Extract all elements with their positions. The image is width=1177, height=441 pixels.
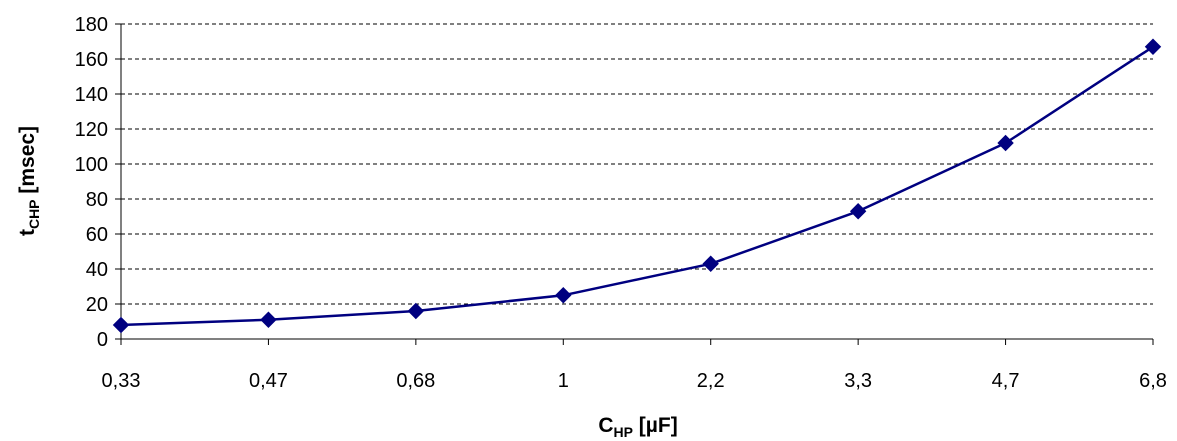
x-tick-label: 0,33 <box>102 370 141 392</box>
x-tick-label: 6,8 <box>1139 370 1167 392</box>
data-point-marker <box>997 134 1014 152</box>
x-tick-label: 1 <box>558 370 569 392</box>
data-point-marker <box>702 255 719 272</box>
data-point-marker <box>260 311 277 328</box>
y-axis-title: tCHP [msec] <box>16 126 42 236</box>
x-tick-label: 0,68 <box>396 370 435 392</box>
grid-lines <box>121 23 1153 305</box>
y-tick-label: 180 <box>75 14 108 36</box>
data-point-marker <box>555 287 572 304</box>
y-tick-label: 0 <box>97 329 108 351</box>
x-tick-label: 2,2 <box>697 370 725 392</box>
y-tick-labels: 0 20 40 60 80 100 120 140 160 180 <box>75 14 108 351</box>
x-tick-label: 3,3 <box>844 370 872 392</box>
y-axis-title-main: t <box>16 229 39 236</box>
y-tick-label: 60 <box>86 224 108 246</box>
x-axis-title-main: C <box>598 414 613 437</box>
series-line-layer <box>120 45 1154 327</box>
y-tick-label: 160 <box>75 49 108 71</box>
y-axis-title-sub: CHP <box>26 199 42 229</box>
y-tick-label: 100 <box>75 154 108 176</box>
x-axis-title: CHP [µF] <box>598 414 677 440</box>
y-tick-label: 20 <box>86 294 108 316</box>
series-line <box>120 45 1154 327</box>
y-tick-label: 40 <box>86 259 108 281</box>
y-tick-label: 80 <box>86 189 108 211</box>
data-point-marker <box>112 316 130 334</box>
x-tick-label: 4,7 <box>992 370 1020 392</box>
x-tick-labels: 0,33 0,47 0,68 1 2,2 3,3 4,7 6,8 <box>102 370 1167 392</box>
y-tick-label: 120 <box>75 119 108 141</box>
axes <box>115 23 1154 345</box>
data-points <box>112 38 1162 334</box>
x-axis-title-sub: HP <box>613 424 632 440</box>
data-point-marker <box>1144 38 1162 55</box>
x-axis-title-tail: [µF] <box>633 414 678 437</box>
data-point-marker <box>407 302 425 320</box>
data-point-marker <box>849 203 867 220</box>
y-axis-title-tail: [msec] <box>16 126 39 200</box>
x-tick-label: 0,47 <box>249 370 288 392</box>
y-tick-label: 140 <box>75 84 108 106</box>
